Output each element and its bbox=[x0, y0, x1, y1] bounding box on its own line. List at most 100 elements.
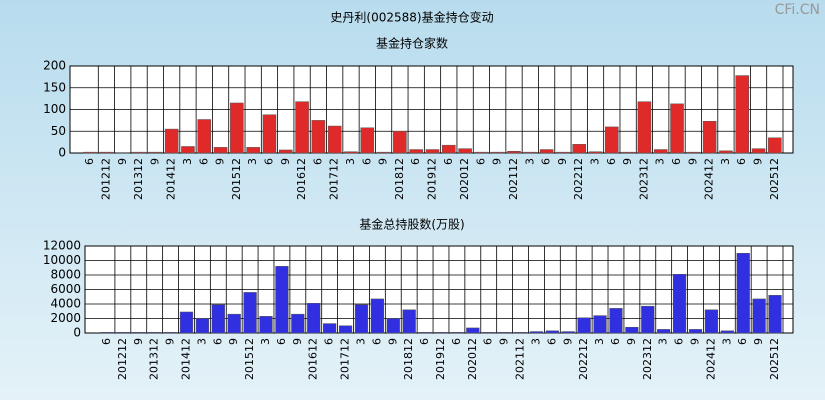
bar bbox=[148, 332, 162, 334]
bar bbox=[211, 304, 225, 334]
bar bbox=[99, 151, 114, 154]
x-tick-label: 202012 bbox=[458, 158, 471, 200]
y-tick-label: 0 bbox=[58, 146, 66, 160]
y-tick-label: 200 bbox=[43, 59, 66, 73]
bar bbox=[450, 332, 464, 334]
x-tick-label: 201912 bbox=[426, 158, 439, 200]
x-tick-label: 202412 bbox=[704, 338, 717, 380]
bar bbox=[100, 332, 114, 334]
bar bbox=[474, 151, 489, 154]
x-tick-label: 9 bbox=[377, 158, 390, 165]
x-tick-label: 6 bbox=[83, 158, 96, 165]
x-tick-label: 6 bbox=[360, 158, 373, 165]
bar bbox=[768, 295, 782, 334]
x-tick-label: 6 bbox=[673, 338, 686, 345]
bar bbox=[670, 103, 684, 154]
bar bbox=[490, 151, 505, 154]
bar bbox=[545, 330, 559, 334]
x-tick-label: 202512 bbox=[768, 338, 781, 380]
bar bbox=[688, 329, 703, 334]
x-tick-label: 6 bbox=[474, 158, 487, 165]
x-tick-label: 3 bbox=[657, 338, 670, 345]
y-tick-label: 150 bbox=[43, 80, 66, 94]
x-tick-label: 9 bbox=[291, 338, 304, 345]
x-tick-label: 3 bbox=[195, 338, 208, 345]
bar bbox=[370, 298, 384, 334]
bar bbox=[751, 148, 766, 154]
bar bbox=[116, 332, 130, 334]
x-tick-label: 6 bbox=[735, 158, 748, 165]
x-tick-label: 3 bbox=[354, 338, 367, 345]
bar bbox=[227, 313, 241, 334]
bar bbox=[752, 298, 766, 334]
x-tick-label: 201712 bbox=[339, 338, 352, 380]
bar bbox=[262, 114, 277, 154]
bar bbox=[458, 148, 472, 154]
x-tick-label: 202112 bbox=[514, 338, 527, 380]
x-tick-label: 201312 bbox=[148, 338, 161, 380]
x-tick-label: 9 bbox=[625, 338, 638, 345]
bar bbox=[513, 332, 528, 334]
bar bbox=[672, 274, 687, 334]
x-tick-label: 202012 bbox=[466, 338, 479, 380]
x-tick-label: 201612 bbox=[307, 338, 320, 380]
bar bbox=[736, 253, 750, 334]
bar bbox=[637, 101, 652, 154]
x-tick-label: 202112 bbox=[507, 158, 520, 200]
x-tick-label: 9 bbox=[491, 158, 504, 165]
x-tick-label: 6 bbox=[482, 338, 495, 345]
y-tick-label: 0 bbox=[73, 326, 81, 340]
bar bbox=[625, 326, 639, 334]
x-tick-label: 9 bbox=[116, 158, 129, 165]
bar bbox=[195, 318, 210, 334]
x-tick-label: 202412 bbox=[703, 158, 716, 200]
bar bbox=[164, 128, 179, 154]
bar bbox=[291, 313, 305, 334]
x-tick-label: 3 bbox=[720, 338, 733, 345]
x-tick-label: 9 bbox=[164, 338, 177, 345]
x-tick-label: 3 bbox=[523, 158, 536, 165]
x-tick-label: 201212 bbox=[99, 158, 112, 200]
y-tick-label: 2000 bbox=[50, 311, 81, 325]
bar bbox=[704, 309, 719, 334]
x-tick-label: 6 bbox=[545, 338, 558, 345]
bar bbox=[259, 316, 273, 334]
x-tick-label: 6 bbox=[370, 338, 383, 345]
bar bbox=[768, 137, 782, 154]
y-tick-label: 6000 bbox=[50, 282, 81, 296]
x-tick-label: 6 bbox=[450, 338, 463, 345]
bar bbox=[344, 151, 358, 154]
chart-title: 基金总持股数(万股) bbox=[359, 217, 464, 232]
bar bbox=[354, 304, 369, 334]
bar bbox=[577, 317, 591, 334]
x-tick-label: 9 bbox=[148, 158, 161, 165]
x-tick-label: 9 bbox=[227, 338, 240, 345]
bar bbox=[434, 332, 448, 334]
bar bbox=[641, 305, 655, 334]
x-tick-label: 201612 bbox=[295, 158, 308, 200]
bar bbox=[425, 149, 440, 154]
x-tick-label: 3 bbox=[654, 158, 667, 165]
x-tick-label: 3 bbox=[259, 338, 272, 345]
bar bbox=[213, 147, 228, 154]
x-tick-label: 201512 bbox=[243, 338, 256, 380]
x-tick-label: 9 bbox=[752, 158, 765, 165]
bar bbox=[132, 151, 146, 154]
x-tick-label: 3 bbox=[344, 158, 357, 165]
bar bbox=[653, 149, 668, 154]
x-tick-label: 6 bbox=[418, 338, 431, 345]
x-tick-label: 6 bbox=[442, 158, 455, 165]
x-tick-label: 9 bbox=[621, 158, 634, 165]
bar bbox=[735, 75, 750, 154]
x-tick-label: 6 bbox=[275, 338, 288, 345]
x-tick-label: 201712 bbox=[328, 158, 341, 200]
x-tick-label: 201812 bbox=[393, 158, 406, 200]
bar bbox=[702, 120, 717, 154]
bar bbox=[179, 311, 194, 334]
bar bbox=[686, 151, 701, 154]
bar bbox=[197, 119, 212, 154]
bar bbox=[409, 149, 423, 154]
bar bbox=[588, 151, 603, 154]
bar bbox=[307, 303, 321, 334]
bar bbox=[523, 151, 538, 154]
